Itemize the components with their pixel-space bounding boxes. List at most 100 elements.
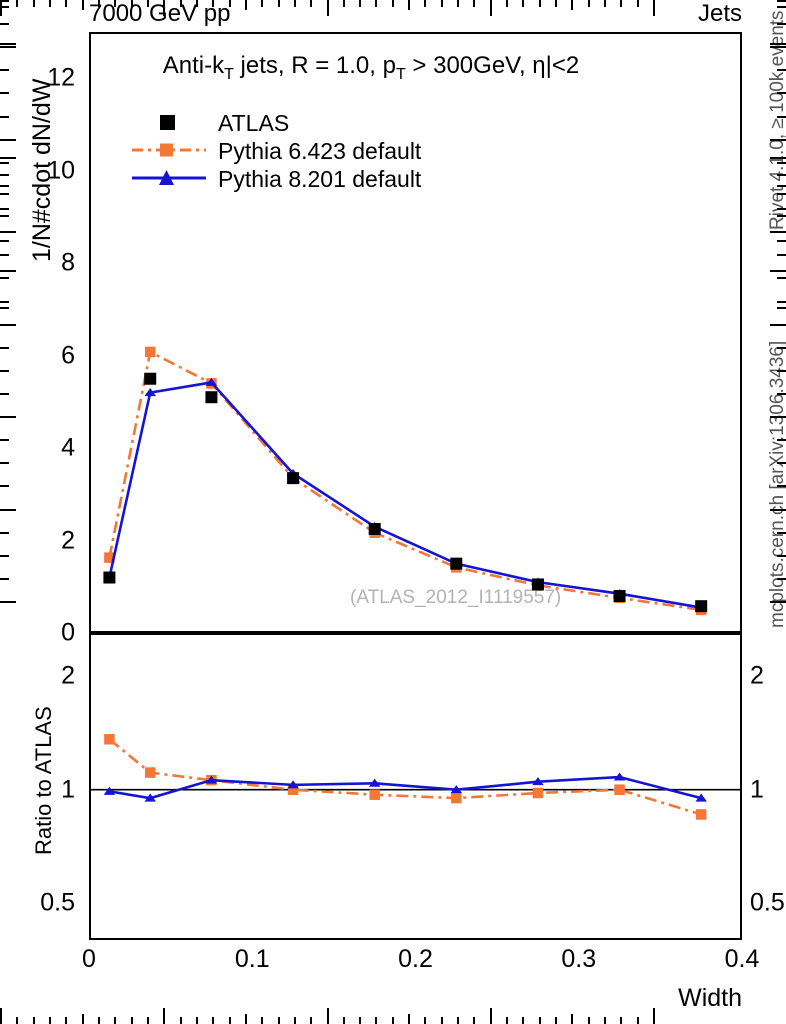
data-point-marker <box>532 777 544 786</box>
axis-tick <box>0 0 9 2</box>
axis-tick <box>81 1014 84 1024</box>
axis-tick <box>359 1017 362 1024</box>
axis-tick <box>0 577 9 580</box>
axis-tick <box>342 1017 345 1024</box>
axis-tick <box>0 323 16 326</box>
axis-tick <box>0 439 9 442</box>
axis-tick <box>0 254 9 257</box>
data-point-marker <box>613 590 626 603</box>
y-tick-label-ratio-right: 0.5 <box>750 888 785 917</box>
axis-tick <box>653 1008 655 1024</box>
x-axis-title: Width <box>678 984 742 1012</box>
axis-tick <box>777 307 786 309</box>
data-point-marker <box>144 372 157 385</box>
axis-tick <box>777 115 786 118</box>
data-point-marker <box>695 600 708 613</box>
axis-tick <box>0 193 9 196</box>
title-mid: jets, R = 1.0, p <box>233 52 396 79</box>
axis-tick <box>777 215 786 218</box>
axis-tick <box>538 1017 541 1024</box>
y-tick-label-main: 12 <box>47 63 75 92</box>
axis-tick <box>473 0 476 7</box>
data-point-marker <box>451 792 462 804</box>
axis-tick <box>0 46 16 49</box>
data-point-marker <box>104 552 115 563</box>
axis-tick <box>770 231 786 234</box>
axis-tick <box>777 69 786 72</box>
axis-tick <box>0 392 9 395</box>
axis-tick <box>0 300 9 303</box>
axis-tick <box>391 0 394 7</box>
axis-tick <box>777 193 786 196</box>
axis-tick <box>604 1017 607 1024</box>
data-point-marker <box>450 557 463 570</box>
axis-tick <box>244 1014 247 1024</box>
axis-tick <box>770 601 786 603</box>
axis-tick <box>770 43 786 46</box>
data-point-marker <box>287 472 300 485</box>
axis-tick <box>0 240 9 243</box>
axis-tick <box>0 92 9 95</box>
axis-tick <box>777 0 786 2</box>
axis-tick <box>770 323 786 326</box>
ratio-plot-frame <box>89 633 742 940</box>
axis-tick <box>555 1017 558 1024</box>
y-tick-label-ratio: 1 <box>61 775 75 804</box>
axis-tick <box>489 1008 492 1024</box>
axis-tick <box>130 1017 133 1024</box>
data-point-marker <box>287 784 299 795</box>
axis-tick <box>0 43 16 46</box>
axis-tick <box>770 156 786 159</box>
axis-tick <box>65 1017 68 1024</box>
data-point-marker <box>103 786 116 795</box>
data-point-marker <box>613 772 626 781</box>
axis-tick <box>777 554 786 557</box>
axis-tick <box>777 392 786 395</box>
data-point-marker <box>104 734 115 745</box>
axis-tick <box>408 1014 411 1024</box>
axis-tick <box>261 0 264 7</box>
axis-tick <box>0 554 9 557</box>
axis-tick <box>777 300 786 303</box>
axis-tick <box>228 0 231 7</box>
axis-tick <box>375 0 378 7</box>
axis-tick <box>0 69 9 72</box>
axis-tick <box>0 601 16 603</box>
axis-tick <box>179 0 182 7</box>
data-point-marker <box>368 522 381 535</box>
y-tick-label-main: 2 <box>61 526 75 555</box>
axis-tick <box>114 0 117 7</box>
axis-tick <box>293 0 296 7</box>
axis-tick <box>770 46 786 49</box>
axis-tick <box>770 416 786 419</box>
legend-key-atlas <box>160 115 175 130</box>
axis-tick <box>0 277 9 280</box>
axis-tick <box>777 485 786 488</box>
axis-tick <box>0 231 16 234</box>
axis-tick <box>326 0 329 16</box>
axis-tick <box>777 208 786 211</box>
axis-tick <box>777 92 786 95</box>
main-plot-frame <box>89 32 742 633</box>
axis-tick <box>522 0 525 7</box>
axis-tick <box>440 0 443 7</box>
axis-tick <box>163 1008 166 1024</box>
legend-key-pythia6 <box>132 143 206 157</box>
axis-tick <box>587 0 590 7</box>
axis-tick <box>506 0 509 7</box>
axis-tick <box>770 270 786 273</box>
axis-tick <box>342 0 345 7</box>
data-point-marker <box>205 775 218 784</box>
axis-tick <box>81 0 84 10</box>
axis-tick <box>777 173 786 176</box>
main-data-curves <box>103 346 708 616</box>
axis-tick <box>457 0 460 7</box>
axis-tick <box>293 1017 296 1024</box>
axis-tick <box>424 0 427 7</box>
axis-tick <box>277 1017 280 1024</box>
y-tick-label-main: 10 <box>47 156 75 185</box>
data-point-marker <box>144 767 156 778</box>
legend-key-pythia8 <box>132 170 206 185</box>
axis-tick <box>0 307 9 309</box>
data-point-marker <box>450 785 463 794</box>
